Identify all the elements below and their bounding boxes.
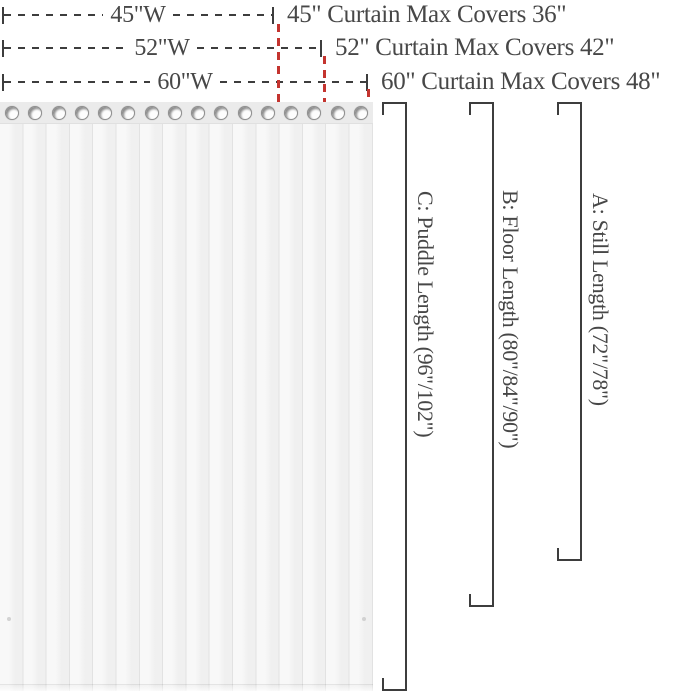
grommet-icon bbox=[121, 105, 136, 120]
grommet-row bbox=[0, 102, 373, 124]
curtain-hem-line bbox=[0, 684, 373, 685]
curtain-panel-image bbox=[0, 102, 373, 691]
width-dimension-row-52: 52"W 52" Curtain Max Covers 42" bbox=[2, 34, 615, 61]
coverage-guide-line-45 bbox=[277, 24, 280, 125]
dimension-end-tick bbox=[2, 6, 4, 24]
dashed-line bbox=[4, 14, 104, 16]
dimension-line: 52"W bbox=[2, 35, 322, 61]
grommet-icon bbox=[74, 105, 89, 120]
grommet-icon bbox=[167, 105, 182, 120]
width-dimension-row-45: 45"W 45" Curtain Max Covers 36" bbox=[2, 1, 567, 28]
dashed-line bbox=[172, 14, 272, 16]
width-caption-60: 60" Curtain Max Covers 48" bbox=[381, 68, 661, 95]
grommet-icon bbox=[237, 105, 252, 120]
dimension-end-tick bbox=[2, 39, 4, 57]
length-bracket-a bbox=[557, 102, 582, 561]
curtain-pleats bbox=[0, 102, 373, 691]
grommet-icon bbox=[353, 105, 368, 120]
grommet-icon bbox=[260, 105, 275, 120]
length-label-puddle: C: Puddle Length (96"/102") bbox=[413, 191, 438, 438]
grommet-icon bbox=[28, 105, 43, 120]
dimension-end-tick bbox=[272, 6, 274, 24]
dimension-end-tick bbox=[366, 73, 368, 91]
length-bracket-c bbox=[382, 102, 407, 691]
dashed-line bbox=[4, 81, 151, 83]
grommet-icon bbox=[307, 105, 322, 120]
length-bracket-b bbox=[469, 102, 494, 607]
grommet-icon bbox=[98, 105, 113, 120]
dashed-line bbox=[196, 47, 320, 49]
grommet-icon bbox=[284, 105, 299, 120]
fabric-dot bbox=[7, 617, 11, 621]
grommet-icon bbox=[5, 105, 19, 120]
grommet-icon bbox=[191, 105, 206, 120]
dimension-end-tick bbox=[2, 73, 4, 91]
grommet-icon bbox=[330, 105, 345, 120]
length-label-floor: B: Floor Length (80"/84"/90") bbox=[498, 190, 523, 449]
grommet-icon bbox=[214, 105, 229, 120]
width-label-45w: 45"W bbox=[110, 2, 166, 28]
width-caption-52: 52" Curtain Max Covers 42" bbox=[335, 34, 615, 61]
grommet-icon bbox=[144, 105, 159, 120]
curtain-bottom-shadow bbox=[0, 685, 373, 691]
dashed-line bbox=[4, 47, 128, 49]
dimension-end-tick bbox=[320, 39, 322, 57]
width-label-52w: 52"W bbox=[134, 35, 190, 61]
width-label-60w: 60"W bbox=[157, 69, 213, 95]
dashed-line bbox=[219, 81, 366, 83]
width-dimension-row-60: 60"W 60" Curtain Max Covers 48" bbox=[2, 68, 661, 95]
fabric-dot bbox=[362, 617, 366, 621]
coverage-guide-line-52 bbox=[323, 56, 326, 125]
grommet-icon bbox=[51, 105, 66, 120]
length-label-still: A: Still Length (72"/78") bbox=[588, 193, 613, 406]
dimension-line: 60"W bbox=[2, 69, 368, 95]
width-caption-45: 45" Curtain Max Covers 36" bbox=[287, 1, 567, 28]
dimension-line: 45"W bbox=[2, 2, 274, 28]
